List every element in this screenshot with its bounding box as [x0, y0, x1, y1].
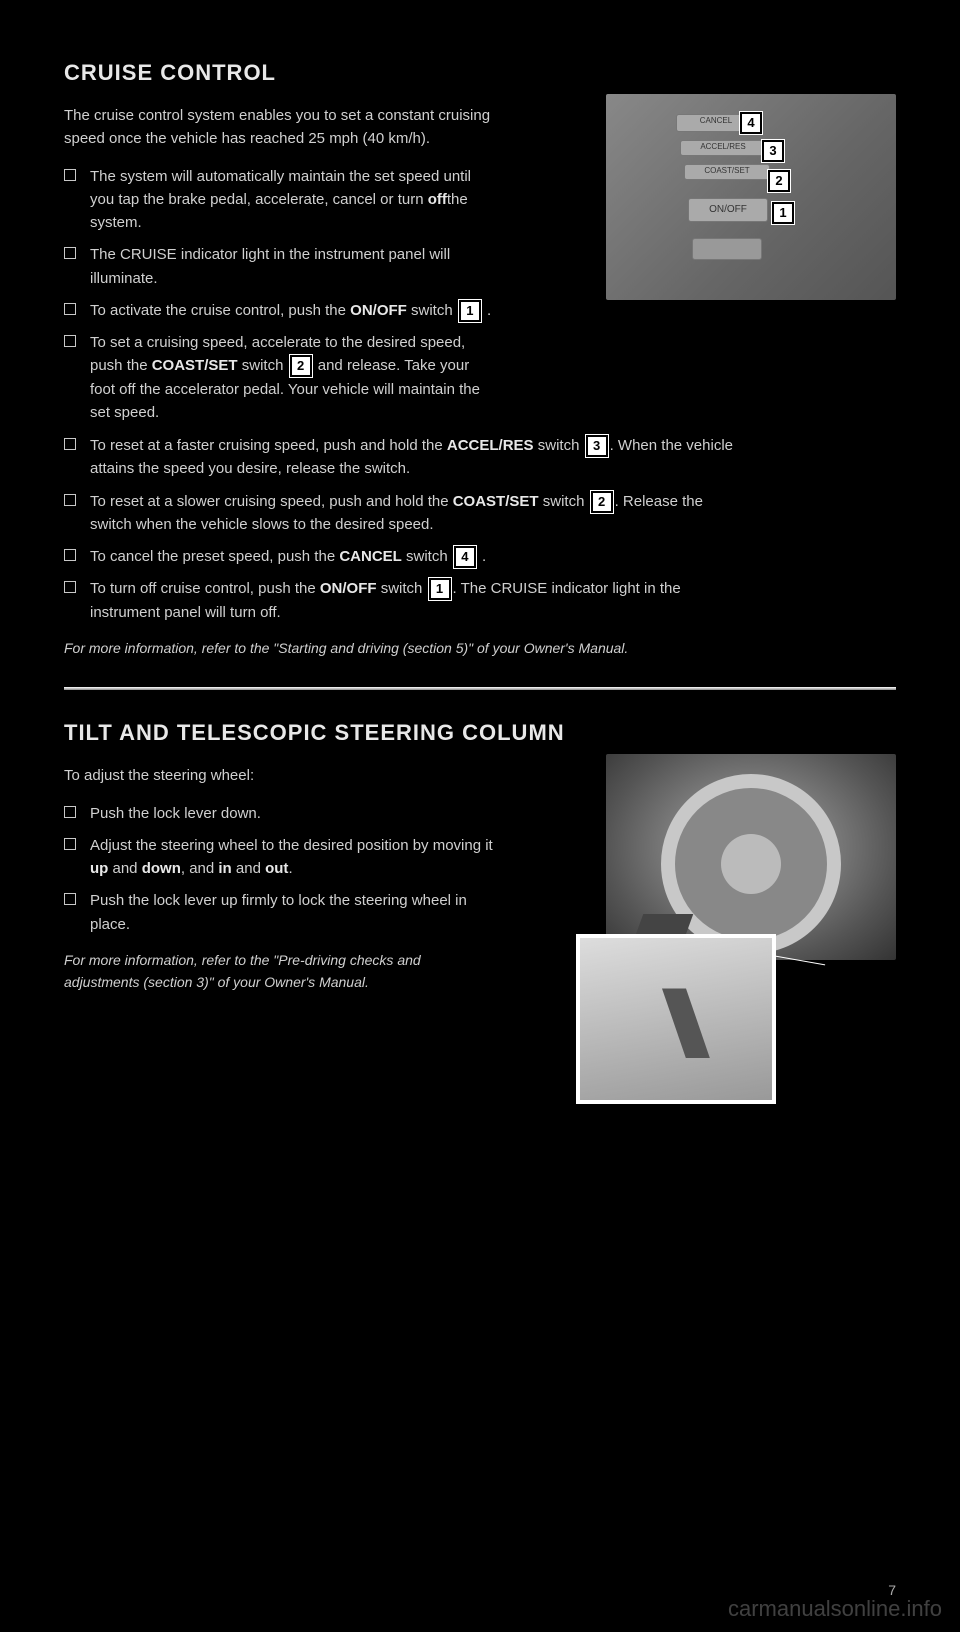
text: The CRUISE indicator light in the instru…: [90, 246, 450, 286]
text: To activate the cruise control, push the: [90, 302, 350, 319]
cruise-text-full: To reset at a faster cruising speed, pus…: [64, 434, 744, 659]
cruise-intro: The cruise control system enables you to…: [64, 104, 494, 151]
word-off: off: [428, 191, 447, 208]
cruise-section: CRUISE CONTROL CANCEL ACCEL/RES COAST/SE…: [64, 60, 896, 659]
cruise-list-2: To reset at a faster cruising speed, pus…: [64, 434, 744, 624]
img-callout-3: 3: [762, 140, 784, 162]
lever-graphic: [650, 988, 710, 1058]
inline-callout-1b: 1: [429, 578, 451, 600]
btn-phone-graphic: [692, 238, 762, 260]
text: Push the lock lever up firmly to lock th…: [90, 892, 467, 932]
tilt-title: TILT AND TELESCOPIC STEERING COLUMN: [64, 720, 896, 746]
list-item: To set a cruising speed, accelerate to t…: [64, 331, 494, 424]
label-coast: COAST/SET: [152, 357, 238, 374]
btn-coast-graphic: COAST/SET: [684, 164, 770, 180]
cruise-list: The system will automatically maintain t…: [64, 165, 494, 425]
text: Adjust the steering wheel to the desired…: [90, 837, 493, 854]
text: To cancel the preset speed, push the: [90, 548, 339, 565]
img-callout-2: 2: [768, 170, 790, 192]
btn-onoff-graphic: ON/OFF: [688, 198, 768, 222]
label-onoff: ON/OFF: [350, 302, 407, 319]
text: switch: [238, 357, 288, 374]
word-down: down: [142, 860, 181, 877]
text: To turn off cruise control, push the: [90, 580, 320, 597]
inline-callout-2b: 2: [591, 491, 613, 513]
text: switch: [377, 580, 427, 597]
list-item: To turn off cruise control, push the ON/…: [64, 577, 744, 624]
img-callout-1: 1: [772, 202, 794, 224]
list-item: Push the lock lever down.: [64, 802, 494, 825]
text: switch: [539, 493, 589, 510]
text: switch: [534, 437, 584, 454]
text: and: [108, 860, 141, 877]
list-item: Adjust the steering wheel to the desired…: [64, 834, 494, 881]
cruise-ref: For more information, refer to the "Star…: [64, 638, 744, 660]
word-up: up: [90, 860, 108, 877]
tilt-list: Push the lock lever down. Adjust the ste…: [64, 802, 494, 936]
text: and: [232, 860, 265, 877]
section-divider: [64, 687, 896, 690]
inline-callout-2: 2: [290, 355, 312, 377]
btn-accel-graphic: ACCEL/RES: [680, 140, 766, 156]
cruise-title: CRUISE CONTROL: [64, 60, 896, 86]
cruise-text-col: The cruise control system enables you to…: [64, 104, 494, 424]
inline-callout-4: 4: [454, 546, 476, 568]
text: switch: [407, 302, 457, 319]
list-item: To activate the cruise control, push the…: [64, 299, 494, 322]
list-item: To reset at a slower cruising speed, pus…: [64, 490, 744, 537]
list-item: The system will automatically maintain t…: [64, 165, 494, 235]
tilt-wheel-photo: [606, 754, 896, 960]
text: To reset at a slower cruising speed, pus…: [90, 493, 453, 510]
list-item: The CRUISE indicator light in the instru…: [64, 243, 494, 290]
tilt-lever-photo: [576, 934, 776, 1104]
inline-callout-1: 1: [459, 300, 481, 322]
img-callout-4: 4: [740, 112, 762, 134]
inline-callout-3: 3: [586, 435, 608, 457]
watermark: carmanualsonline.info: [728, 1596, 942, 1622]
word-in: in: [218, 860, 231, 877]
label-accel: ACCEL/RES: [447, 437, 534, 454]
tilt-section: TILT AND TELESCOPIC STEERING COLUMN To a…: [64, 720, 896, 1150]
text: Push the lock lever down.: [90, 805, 261, 822]
text: , and: [181, 860, 219, 877]
tilt-ref: For more information, refer to the "Pre-…: [64, 950, 484, 993]
cruise-control-photo: CANCEL ACCEL/RES COAST/SET ON/OFF 4 3 2 …: [606, 94, 896, 300]
tilt-intro: To adjust the steering wheel:: [64, 764, 494, 787]
label-coast2: COAST/SET: [453, 493, 539, 510]
tilt-text-col: To adjust the steering wheel: Push the l…: [64, 764, 494, 993]
text: To reset at a faster cruising speed, pus…: [90, 437, 447, 454]
text: The system will automatically maintain t…: [90, 168, 471, 208]
page: CRUISE CONTROL CANCEL ACCEL/RES COAST/SE…: [0, 0, 960, 1632]
word-out: out: [265, 860, 288, 877]
list-item: To cancel the preset speed, push the CAN…: [64, 545, 744, 568]
text: switch: [402, 548, 452, 565]
label-onoff2: ON/OFF: [320, 580, 377, 597]
label-cancel: CANCEL: [339, 548, 402, 565]
list-item: Push the lock lever up firmly to lock th…: [64, 889, 494, 936]
list-item: To reset at a faster cruising speed, pus…: [64, 434, 744, 481]
